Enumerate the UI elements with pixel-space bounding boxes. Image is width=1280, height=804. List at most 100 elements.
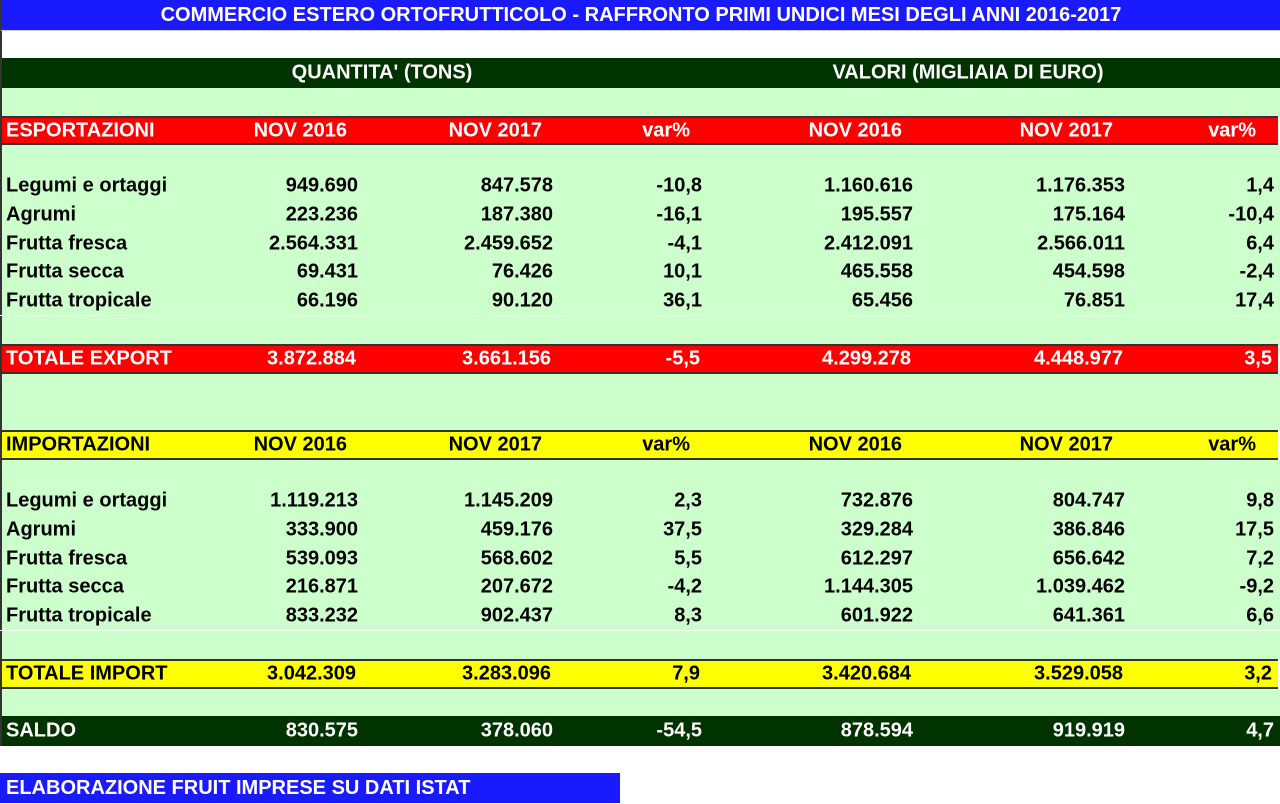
column-header: NOV 2016	[253, 119, 347, 141]
cell-value: 9,8	[1246, 489, 1274, 512]
cell-value: 902.437	[480, 604, 553, 627]
blank-row	[0, 374, 1280, 430]
cell-value: 3.420.684	[822, 662, 911, 685]
row-label: Frutta fresca	[6, 232, 128, 255]
cell-value: 830.575	[285, 719, 358, 742]
cell-value: 1.039.462	[1036, 575, 1125, 598]
cell-value: 69.431	[296, 260, 358, 283]
cell-value: 1.144.305	[824, 575, 913, 598]
row-label: IMPORTAZIONI	[6, 433, 151, 456]
column-header: NOV 2017	[448, 433, 542, 456]
cell-value: 4,7	[1246, 719, 1274, 742]
saldo-row: SALDO 830.575 378.060 -54,5 878.594 919.919 4,…	[0, 716, 1280, 746]
cell-value: 1.176.353	[1036, 174, 1125, 197]
column-header: NOV 2017	[1019, 119, 1113, 141]
cell-value: -2,4	[1239, 260, 1274, 283]
table-row: Frutta secca 69.431 76.426 10,1 465.558 454.5…	[0, 258, 1280, 287]
cell-value: 568.602	[480, 547, 553, 570]
cell-value: 17,5	[1235, 518, 1274, 541]
cell-value: 5,5	[674, 547, 702, 570]
cell-value: 216.871	[285, 575, 358, 598]
cell-value: 65.456	[851, 289, 913, 312]
cell-value: 10,1	[663, 260, 702, 283]
cell-value: 949.690	[285, 174, 358, 197]
cell-value: 2.566.011	[1037, 232, 1125, 255]
cell-value: 601.922	[840, 604, 913, 627]
row-label: Legumi e ortaggi	[6, 174, 168, 197]
cell-value: 223.236	[285, 203, 358, 226]
column-header: NOV 2016	[253, 433, 347, 456]
cell-value: 2,3	[674, 489, 702, 512]
cell-value: 732.876	[840, 489, 913, 512]
column-header: NOV 2017	[448, 119, 542, 141]
row-label: Legumi e ortaggi	[6, 489, 168, 512]
value-group-header: VALORI (MIGLIAIA DI EURO)	[832, 61, 1104, 84]
cell-value: 7,9	[672, 662, 700, 685]
cell-value: 919.919	[1052, 719, 1125, 742]
blank-row	[0, 88, 1280, 116]
cell-value: 465.558	[840, 260, 913, 283]
cell-value: -9,2	[1239, 575, 1274, 598]
cell-value: 656.642	[1052, 547, 1125, 570]
cell-value: 459.176	[480, 518, 553, 541]
cell-value: 641.361	[1052, 604, 1125, 627]
group-header-row: QUANTITA' (TONS) VALORI (MIGLIAIA DI EUR…	[0, 58, 1280, 88]
cell-value: 1.160.616	[824, 174, 913, 197]
row-label: ESPORTAZIONI	[6, 119, 155, 141]
cell-value: 1.119.213	[270, 489, 358, 512]
cell-value: 3.283.096	[462, 662, 551, 685]
table-row: Frutta tropicale 833.232 902.437 8,3 601.922…	[0, 601, 1280, 631]
column-header: var%	[642, 119, 690, 141]
row-label: Frutta tropicale	[6, 289, 152, 312]
blank-row	[0, 145, 1280, 172]
cell-value: -16,1	[656, 203, 702, 226]
row-label: TOTALE EXPORT	[6, 347, 172, 370]
cell-value: 17,4	[1235, 289, 1274, 312]
cell-value: -10,4	[1228, 203, 1274, 226]
row-label: TOTALE IMPORT	[6, 662, 168, 685]
column-header: NOV 2016	[808, 433, 902, 456]
cell-value: 207.672	[480, 575, 553, 598]
cell-value: 6,4	[1246, 232, 1274, 255]
cell-value: 195.557	[840, 203, 913, 226]
cell-value: 3.529.058	[1034, 662, 1123, 685]
cell-value: -4,2	[667, 575, 702, 598]
cell-value: 76.426	[491, 260, 553, 283]
blank-row	[0, 460, 1280, 487]
column-header: var%	[642, 433, 690, 456]
cell-value: 1,4	[1246, 174, 1274, 197]
blank-row	[0, 689, 1280, 716]
cell-value: -10,8	[656, 174, 702, 197]
cell-value: 2.564.331	[269, 232, 358, 255]
cell-value: 612.297	[840, 547, 913, 570]
blank-row	[0, 630, 1280, 660]
column-header: var%	[1208, 119, 1256, 141]
cell-value: 7,2	[1246, 547, 1274, 570]
cell-value: 76.851	[1063, 289, 1125, 312]
table-row: Frutta tropicale 66.196 90.120 36,1 65.456 76…	[0, 286, 1280, 316]
cell-value: 187.380	[480, 203, 553, 226]
row-label: Frutta fresca	[6, 547, 128, 570]
cell-value: 2.459.652	[464, 232, 553, 255]
table-row: Frutta fresca 2.564.331 2.459.652 -4,1 2.412…	[0, 229, 1280, 259]
export-total-row: TOTALE EXPORT 3.872.884 3.661.156 -5,5 4.299…	[0, 344, 1278, 374]
cell-value: 386.846	[1052, 518, 1125, 541]
cell-value: 1.145.209	[464, 489, 553, 512]
cell-value: 454.598	[1052, 260, 1125, 283]
source-footer: ELABORAZIONE FRUIT IMPRESE SU DATI ISTAT	[0, 773, 620, 803]
row-label: Frutta tropicale	[6, 604, 152, 627]
cell-value: 2.412.091	[824, 232, 913, 255]
export-header-row: ESPORTAZIONI NOV 2016 NOV 2017 var% NOV 2016…	[0, 116, 1278, 145]
table-row: Frutta fresca 539.093 568.602 5,5 612.297 656…	[0, 544, 1280, 574]
cell-value: 833.232	[285, 604, 358, 627]
cell-value: 333.900	[285, 518, 358, 541]
cell-value: -54,5	[656, 719, 702, 742]
import-header-row: IMPORTAZIONI NOV 2016 NOV 2017 var% NOV 2016…	[0, 430, 1278, 460]
table-row: Legumi e ortaggi 1.119.213 1.145.209 2,3 732…	[0, 487, 1280, 516]
column-header: NOV 2017	[1019, 433, 1113, 456]
cell-value: 175.164	[1052, 203, 1125, 226]
cell-value: 8,3	[674, 604, 702, 627]
cell-value: -4,1	[667, 232, 702, 255]
cell-value: 36,1	[663, 289, 702, 312]
row-label: Agrumi	[6, 203, 76, 226]
